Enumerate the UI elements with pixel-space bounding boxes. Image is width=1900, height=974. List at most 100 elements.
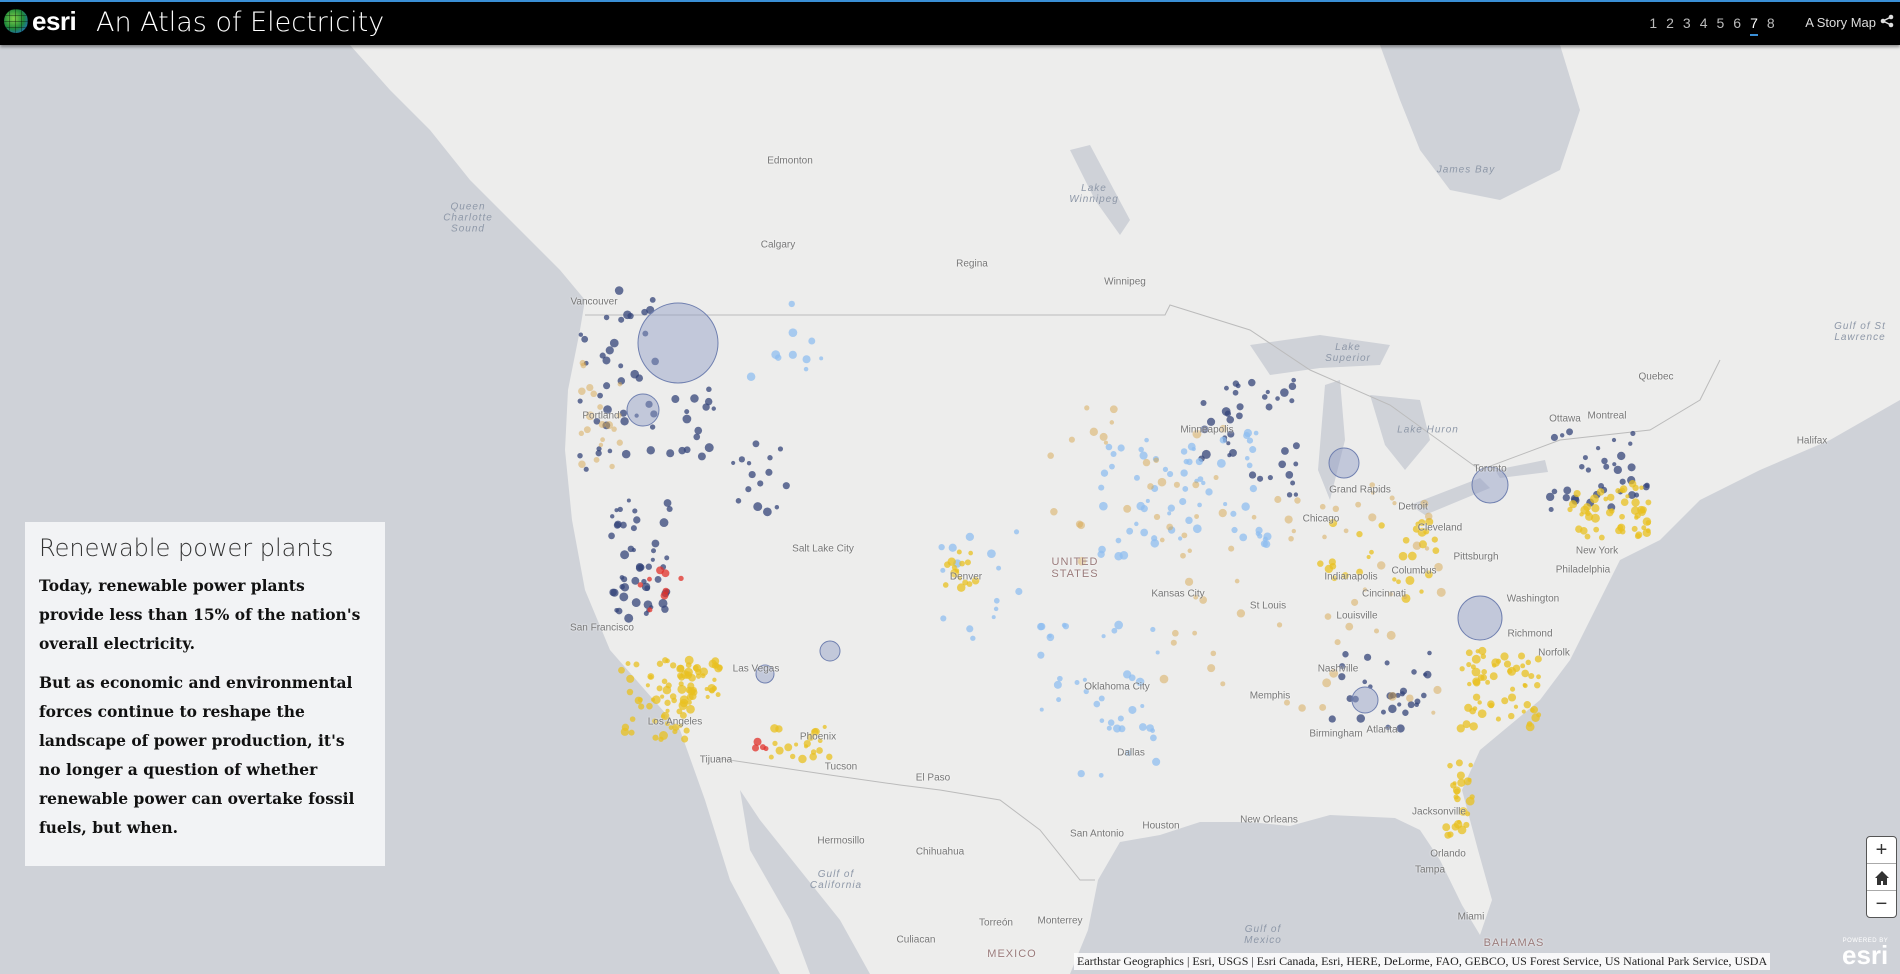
solar-plant-marker — [1412, 525, 1421, 533]
hydro-plant-marker — [1402, 709, 1409, 717]
map-view[interactable]: Edmonton Calgary Regina Winnipeg Lake Wi… — [0, 45, 1900, 974]
solar-plant-marker — [1568, 500, 1578, 509]
biomass-plant-marker — [1389, 495, 1395, 501]
biomass-plant-marker — [1412, 541, 1422, 550]
map-label: Quebec — [1638, 371, 1674, 383]
solar-plant-marker — [1508, 693, 1517, 702]
solar-plant-marker — [1472, 706, 1478, 711]
biomass-plant-marker — [1157, 477, 1167, 487]
hydro-plant-marker — [603, 405, 612, 414]
hydro-plant-marker — [748, 470, 756, 479]
wind-plant-marker — [1133, 474, 1140, 481]
hydro-plant-marker — [650, 557, 655, 562]
solar-plant-marker — [1495, 716, 1501, 722]
biomass-plant-marker — [1332, 505, 1340, 513]
solar-plant-marker — [1453, 788, 1461, 795]
esri-logo[interactable]: esri — [4, 8, 77, 34]
solar-plant-marker — [1424, 570, 1433, 579]
lake-superior — [1250, 335, 1390, 375]
wind-plant-marker — [1167, 511, 1172, 516]
solar-plant-marker — [652, 695, 661, 705]
biomass-plant-marker — [1392, 501, 1397, 506]
biomass-plant-marker — [1355, 501, 1362, 508]
page-8[interactable]: 8 — [1766, 14, 1775, 31]
hydro-plant-marker — [1644, 482, 1650, 489]
biomass-plant-marker — [585, 411, 595, 421]
page-7[interactable]: 7 — [1750, 14, 1758, 36]
map-label: Memphis — [1249, 690, 1291, 702]
hydro-plant-marker — [621, 576, 628, 583]
page-5[interactable]: 5 — [1716, 14, 1725, 31]
solar-plant-marker — [1407, 551, 1417, 561]
solar-plant-marker — [1593, 526, 1600, 533]
wind-plant-marker — [1150, 626, 1156, 633]
map-label: Tijuana — [699, 754, 733, 766]
wind-plant-marker — [1113, 724, 1122, 733]
solar-plant-marker — [1521, 669, 1530, 678]
map-label: New Orleans — [1240, 814, 1298, 826]
biomass-plant-marker — [1362, 587, 1368, 592]
solar-plant-marker — [1453, 794, 1459, 800]
panel-title: Renewable power plants — [39, 534, 334, 562]
hydro-plant-marker — [632, 508, 638, 514]
solar-plant-marker — [1573, 490, 1581, 498]
map-label: Oklahoma City — [1084, 681, 1150, 693]
solar-plant-marker — [712, 677, 717, 682]
page-3[interactable]: 3 — [1682, 14, 1691, 31]
solar-plant-marker — [1369, 549, 1374, 555]
powered-by-esri-logo[interactable]: POWERED BY esri — [1842, 938, 1888, 968]
wind-plant-marker — [993, 606, 999, 612]
map-label: Tampa — [1414, 864, 1446, 876]
biomass-plant-marker — [1388, 591, 1394, 597]
wind-plant-marker — [1062, 623, 1070, 630]
hydro-plant-marker — [706, 386, 712, 393]
solar-plant-marker — [1480, 653, 1487, 660]
solar-plant-marker — [1631, 498, 1640, 507]
hydro-plant-marker — [635, 564, 644, 572]
biomass-plant-marker — [600, 437, 605, 443]
solar-plant-marker — [1598, 534, 1605, 541]
biomass-plant-marker — [578, 430, 584, 436]
biomass-plant-marker — [578, 460, 586, 469]
hydro-plant-marker — [613, 521, 621, 529]
wind-plant-marker — [746, 372, 756, 382]
hydro-plant-marker — [608, 532, 615, 540]
hydro-plant-marker — [683, 446, 691, 454]
hydro-plant-marker — [631, 598, 641, 607]
biomass-plant-marker — [1109, 420, 1115, 425]
biomass-plant-marker — [1084, 405, 1090, 411]
page-2[interactable]: 2 — [1666, 14, 1674, 31]
page-1[interactable]: 1 — [1649, 14, 1658, 31]
solar-plant-marker — [1534, 682, 1541, 689]
wind-plant-marker — [987, 549, 996, 559]
hydro-plant-marker — [651, 357, 659, 366]
solar-plant-marker — [1442, 823, 1451, 832]
solar-plant-marker — [1477, 709, 1487, 719]
hydro-plant-marker — [1421, 692, 1427, 699]
hydro-plant-marker — [651, 539, 660, 548]
page-4[interactable]: 4 — [1699, 14, 1708, 31]
wind-plant-marker — [1197, 476, 1204, 482]
wind-plant-marker — [1099, 501, 1108, 511]
wind-plant-marker — [808, 337, 816, 345]
zoom-in-button[interactable]: + — [1867, 837, 1896, 864]
map-label: MEXICO — [987, 948, 1037, 960]
map-label: Ottawa — [1549, 413, 1581, 425]
hydro-plant-marker — [763, 507, 772, 517]
page-6[interactable]: 6 — [1733, 14, 1742, 31]
share-icon[interactable] — [1880, 14, 1894, 31]
hydro-plant-marker — [1545, 492, 1555, 502]
biomass-plant-marker — [1319, 703, 1327, 711]
map-label: Toronto — [1473, 463, 1507, 475]
story-map-label[interactable]: A Story Map — [1805, 15, 1876, 30]
biomass-plant-marker — [1153, 457, 1159, 463]
map-label: Montreal — [1587, 410, 1627, 422]
zoom-out-button[interactable]: − — [1875, 893, 1888, 915]
home-button[interactable] — [1867, 864, 1896, 891]
solar-plant-marker — [637, 697, 643, 703]
map-label: Gulf of St Lawrence — [1834, 321, 1886, 343]
solar-plant-marker — [1615, 488, 1621, 494]
wind-plant-marker — [938, 543, 945, 551]
hydro-plant-marker — [1603, 463, 1610, 470]
solar-plant-marker — [1528, 672, 1535, 680]
